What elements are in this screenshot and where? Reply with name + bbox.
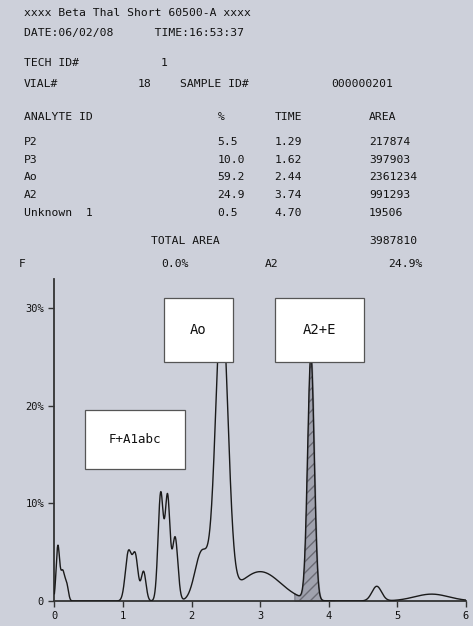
- Text: ANALYTE ID: ANALYTE ID: [24, 111, 92, 121]
- Text: 24.9%: 24.9%: [388, 259, 422, 269]
- Text: Unknown  1: Unknown 1: [24, 208, 92, 218]
- Text: 10.0: 10.0: [218, 155, 245, 165]
- Text: 1: 1: [161, 58, 168, 68]
- Text: 24.9: 24.9: [218, 190, 245, 200]
- Text: 2.44: 2.44: [274, 172, 302, 182]
- Text: P2: P2: [24, 137, 37, 147]
- Text: 0.5: 0.5: [218, 208, 238, 218]
- Text: 1.29: 1.29: [274, 137, 302, 147]
- Text: A2: A2: [24, 190, 37, 200]
- Text: TECH ID#: TECH ID#: [24, 58, 79, 68]
- Text: A2: A2: [265, 259, 279, 269]
- Text: DATE:06/02/08      TIME:16:53:37: DATE:06/02/08 TIME:16:53:37: [24, 28, 244, 38]
- Text: 19506: 19506: [369, 208, 403, 218]
- Text: 3.74: 3.74: [274, 190, 302, 200]
- Text: xxxx Beta Thal Short 60500-A xxxx: xxxx Beta Thal Short 60500-A xxxx: [24, 8, 251, 18]
- Text: 217874: 217874: [369, 137, 410, 147]
- Text: 0.0%: 0.0%: [161, 259, 188, 269]
- Text: TIME: TIME: [274, 111, 302, 121]
- Text: A2+E: A2+E: [303, 324, 337, 337]
- Text: 1.62: 1.62: [274, 155, 302, 165]
- FancyBboxPatch shape: [275, 298, 364, 362]
- Text: 991293: 991293: [369, 190, 410, 200]
- Text: TOTAL AREA: TOTAL AREA: [151, 236, 220, 246]
- Text: SAMPLE ID#: SAMPLE ID#: [180, 79, 248, 89]
- Text: 4.70: 4.70: [274, 208, 302, 218]
- FancyBboxPatch shape: [85, 411, 184, 469]
- Text: 5.5: 5.5: [218, 137, 238, 147]
- FancyBboxPatch shape: [164, 298, 233, 362]
- Text: F+A1abc: F+A1abc: [109, 433, 161, 446]
- Text: 000000201: 000000201: [331, 79, 393, 89]
- Text: VIAL#: VIAL#: [24, 79, 58, 89]
- Text: AREA: AREA: [369, 111, 396, 121]
- Text: 59.2: 59.2: [218, 172, 245, 182]
- Text: 18: 18: [137, 79, 151, 89]
- Text: %: %: [218, 111, 225, 121]
- Text: F: F: [19, 259, 26, 269]
- Text: Ao: Ao: [190, 324, 207, 337]
- Text: 3987810: 3987810: [369, 236, 417, 246]
- Text: 2361234: 2361234: [369, 172, 417, 182]
- Text: 397903: 397903: [369, 155, 410, 165]
- Text: Ao: Ao: [24, 172, 37, 182]
- Text: P3: P3: [24, 155, 37, 165]
